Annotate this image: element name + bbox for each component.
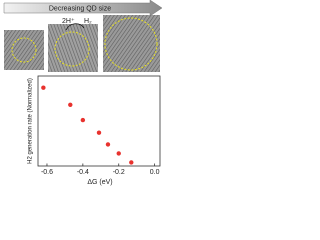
point <box>129 160 134 165</box>
figure: Decreasing QD size 2H⁺ H₂ ΔG (eV) H2 gen… <box>3 0 163 186</box>
tem-image-large <box>103 15 160 72</box>
arrow-label: Decreasing QD size <box>49 5 111 12</box>
qd-outline <box>11 37 37 63</box>
tem-image-small <box>4 30 44 70</box>
x-tick-label: -0.4 <box>77 169 89 176</box>
point <box>80 117 86 123</box>
point <box>96 130 102 135</box>
x-tick-label: -0.2 <box>113 169 125 176</box>
point <box>116 151 121 156</box>
point <box>105 142 111 147</box>
qd-outline <box>104 17 158 71</box>
reactant-label: 2H⁺ <box>62 18 75 25</box>
reaction-arrow <box>65 23 85 31</box>
x-tick-label: 0.0 <box>150 169 160 176</box>
x-axis-label: ΔG (eV) <box>87 179 112 186</box>
product-label: H₂ <box>84 18 92 25</box>
size-arrow <box>3 0 163 17</box>
y-axis-label: H2 generation rate (Normalized) <box>28 78 34 164</box>
point <box>68 102 73 108</box>
point <box>41 85 46 90</box>
qd-outline <box>54 31 90 67</box>
plot-frame <box>37 75 161 167</box>
x-tick-label: -0.6 <box>41 169 53 176</box>
